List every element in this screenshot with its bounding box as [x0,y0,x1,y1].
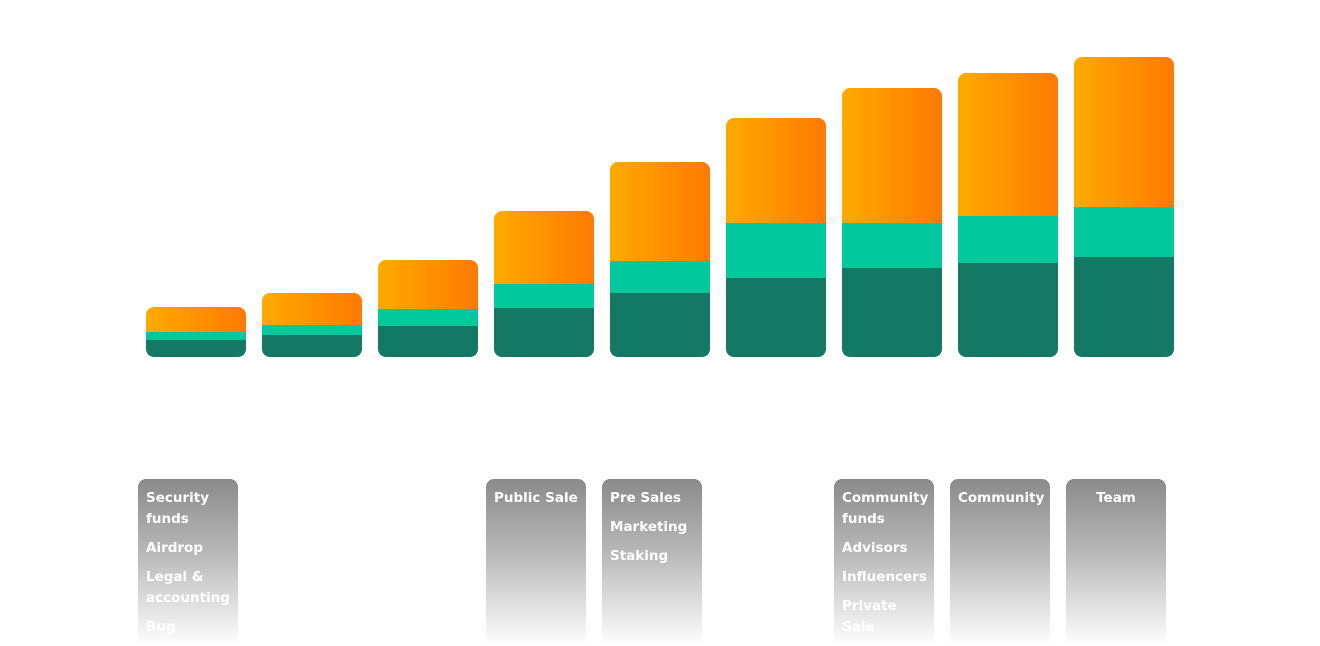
bar-5-segment-1 [610,293,710,357]
bar-6-segment-3 [726,118,826,223]
label-card-public-sale: Public Sale [486,479,586,646]
label-public-sale: Public Sale [494,488,578,509]
bar-2-segment-1 [262,335,362,357]
label-staking: Staking [610,546,694,567]
stacked-bar-chart [0,0,1320,400]
bar-3-segment-3 [378,260,478,309]
bar-7-segment-3 [842,88,942,223]
label-bug-bounty: Bug Bounty [146,617,230,646]
bar-8 [958,73,1058,357]
label-private-sale: Private Sale [842,596,926,638]
label-security-funds: Security funds [146,488,230,530]
label-card-pre-sales: Pre Sales Marketing Staking [602,479,702,646]
bar-3-segment-1 [378,326,478,357]
label-marketing: Marketing [610,517,694,538]
label-card-community: Community [950,479,1050,646]
bar-9-segment-2 [1074,207,1174,257]
bar-7-segment-1 [842,268,942,357]
label-pre-sales: Pre Sales [610,488,694,509]
label-influencers: Influencers [842,567,926,588]
bar-6-segment-2 [726,223,826,278]
bar-4-segment-2 [494,284,594,308]
bar-3-segment-2 [378,309,478,326]
label-card-team: Team [1066,479,1166,646]
bar-1-segment-2 [146,332,246,340]
bar-9-segment-3 [1074,57,1174,207]
bar-6 [726,118,826,357]
label-legal-accounting: Legal & accounting [146,567,230,609]
bar-1 [146,307,246,357]
bar-6-segment-1 [726,278,826,357]
bar-group [146,57,1174,357]
bar-9 [1074,57,1174,357]
label-community: Community [958,488,1042,509]
bar-1-segment-3 [146,307,246,332]
bar-1-segment-1 [146,340,246,357]
bar-2 [262,293,362,357]
bar-5-segment-3 [610,162,710,261]
bar-5 [610,162,710,357]
label-card-community-funds: Community funds Advisors Influencers Pri… [834,479,934,646]
bar-8-segment-1 [958,263,1058,357]
bar-2-segment-3 [262,293,362,325]
label-team: Team [1074,488,1158,509]
bar-4 [494,211,594,357]
bar-4-segment-1 [494,308,594,357]
bar-8-segment-2 [958,216,1058,263]
label-airdrop: Airdrop [146,538,230,559]
bar-4-segment-3 [494,211,594,284]
bar-7 [842,88,942,357]
label-card-security-funds: Security funds Airdrop Legal & accountin… [138,479,238,646]
bar-7-segment-2 [842,223,942,268]
bar-2-segment-2 [262,325,362,335]
bar-3 [378,260,478,357]
label-community-funds: Community funds [842,488,926,530]
bar-5-segment-2 [610,261,710,293]
bar-8-segment-3 [958,73,1058,216]
bar-9-segment-1 [1074,257,1174,357]
label-advisors: Advisors [842,538,926,559]
